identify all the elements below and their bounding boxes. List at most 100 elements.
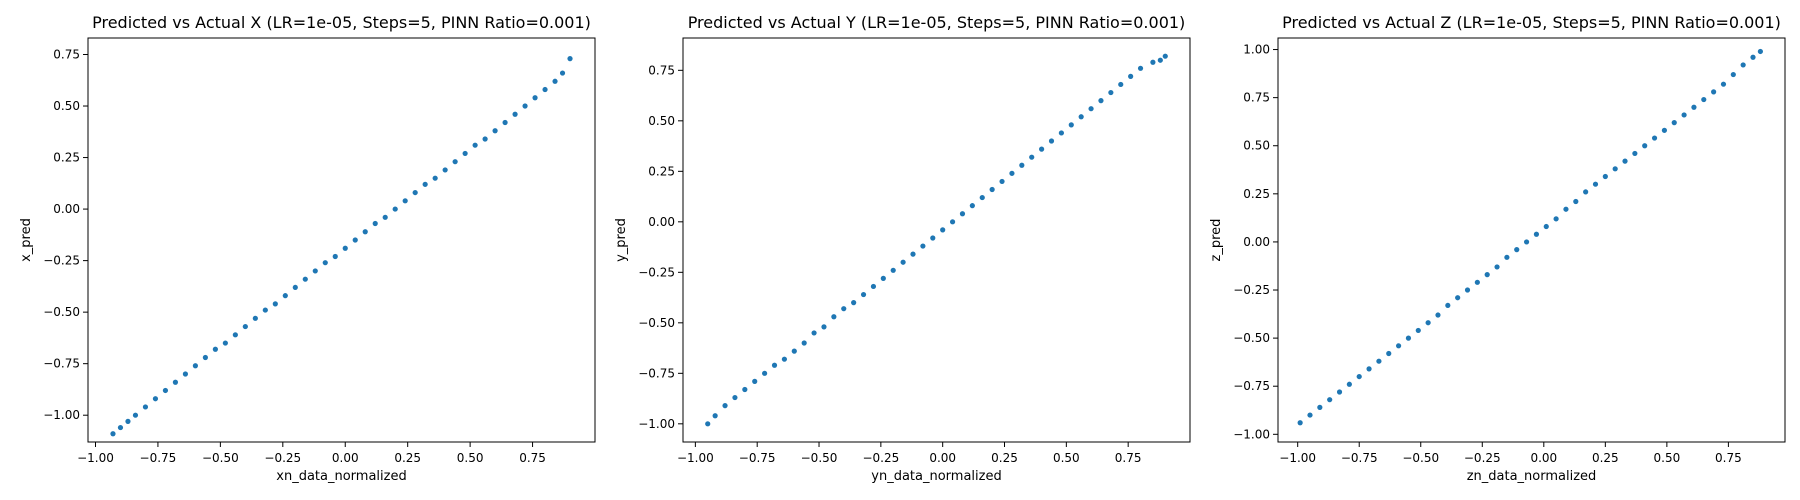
data-point — [989, 186, 995, 193]
data-point — [402, 198, 408, 204]
data-point — [1632, 150, 1638, 157]
data-point — [125, 418, 131, 424]
data-point — [831, 314, 837, 320]
data-point — [1366, 366, 1372, 372]
y-tick-label: −0.75 — [638, 366, 675, 380]
data-point — [382, 214, 388, 220]
data-point — [1464, 287, 1471, 293]
data-point — [1642, 143, 1648, 149]
data-point — [1376, 358, 1382, 364]
y-tick-label: −0.50 — [43, 305, 80, 319]
data-point — [1484, 272, 1490, 278]
data-point — [1445, 302, 1451, 309]
data-point — [801, 340, 807, 346]
data-point — [222, 340, 228, 346]
x-tick-label: −0.50 — [1402, 451, 1439, 465]
data-point — [472, 142, 478, 148]
x-tick-label: 0.00 — [929, 451, 956, 465]
data-point — [512, 111, 518, 117]
data-point — [1711, 89, 1717, 95]
data-point — [110, 431, 116, 437]
x-tick-label: 0.25 — [991, 451, 1018, 465]
data-point — [880, 275, 886, 281]
data-point — [1137, 65, 1144, 71]
data-point — [1068, 122, 1074, 128]
data-point — [1088, 106, 1094, 112]
data-point — [202, 354, 208, 361]
data-point — [142, 404, 149, 410]
data-point — [1622, 158, 1628, 164]
data-point — [1750, 54, 1756, 60]
y-tick-label: 0.25 — [53, 151, 80, 165]
data-point — [172, 379, 179, 385]
data-point — [851, 300, 857, 306]
data-point — [117, 424, 124, 431]
data-point — [1346, 381, 1352, 387]
data-point — [272, 301, 278, 307]
data-point — [152, 396, 159, 402]
data-point — [452, 159, 458, 165]
y-tick-label: 0.75 — [53, 47, 80, 61]
x-tick-label: 0.75 — [1715, 451, 1742, 465]
data-point — [492, 128, 498, 134]
data-point — [542, 86, 548, 93]
data-point — [1757, 48, 1763, 55]
data-point — [979, 194, 985, 201]
data-point — [949, 219, 956, 225]
data-point — [1681, 112, 1687, 118]
y-axis-label: x_pred — [19, 218, 34, 262]
data-point — [999, 178, 1005, 185]
y-tick-label: 0.75 — [1243, 91, 1270, 105]
x-tick-label: −0.75 — [1341, 451, 1378, 465]
x-tick-label: 0.00 — [1530, 451, 1557, 465]
y-tick-label: −1.00 — [1233, 427, 1270, 441]
x-tick-label: 0.50 — [457, 451, 484, 465]
data-point — [1356, 373, 1362, 380]
data-point — [930, 235, 936, 241]
x-tick-label: −1.00 — [1279, 451, 1316, 465]
data-point — [1157, 57, 1163, 63]
data-point — [552, 78, 558, 84]
data-point — [712, 413, 718, 419]
data-point — [959, 211, 966, 217]
data-point — [1078, 114, 1084, 120]
data-point — [1435, 312, 1441, 318]
data-point — [302, 276, 308, 282]
data-point — [1543, 223, 1549, 230]
data-point — [1327, 397, 1333, 403]
data-point — [1395, 343, 1402, 349]
data-point — [1019, 162, 1025, 168]
y-tick-label: −0.25 — [1233, 283, 1270, 297]
data-point — [372, 220, 378, 227]
data-point — [442, 167, 448, 173]
scatter-points — [110, 56, 573, 437]
data-point — [920, 243, 926, 249]
data-point — [1533, 231, 1540, 237]
data-point — [282, 293, 288, 299]
x-tick-label: 0.50 — [1654, 451, 1681, 465]
data-point — [742, 386, 748, 393]
y-tick-label: 0.00 — [648, 215, 675, 229]
data-point — [841, 306, 847, 312]
data-point — [781, 356, 788, 362]
chart-panel: Predicted vs Actual Z (LR=1e-05, Steps=5… — [1209, 13, 1786, 484]
y-tick-label: 1.00 — [1243, 43, 1270, 57]
x-tick-label: −0.25 — [862, 451, 899, 465]
data-point — [1691, 104, 1697, 110]
data-point — [1118, 81, 1124, 88]
y-axis-label: z_pred — [1209, 219, 1224, 262]
data-point — [192, 363, 198, 369]
data-point — [732, 394, 738, 401]
data-point — [182, 371, 189, 377]
data-point — [1553, 216, 1559, 222]
y-axis-label: y_pred — [614, 218, 629, 262]
y-tick-label: 0.50 — [1243, 139, 1270, 153]
data-point — [1098, 98, 1104, 104]
x-tick-label: 0.75 — [1115, 451, 1142, 465]
data-point — [860, 291, 867, 298]
data-point — [242, 323, 248, 330]
data-point — [1307, 412, 1313, 418]
data-point — [900, 259, 906, 265]
data-point — [502, 119, 508, 126]
